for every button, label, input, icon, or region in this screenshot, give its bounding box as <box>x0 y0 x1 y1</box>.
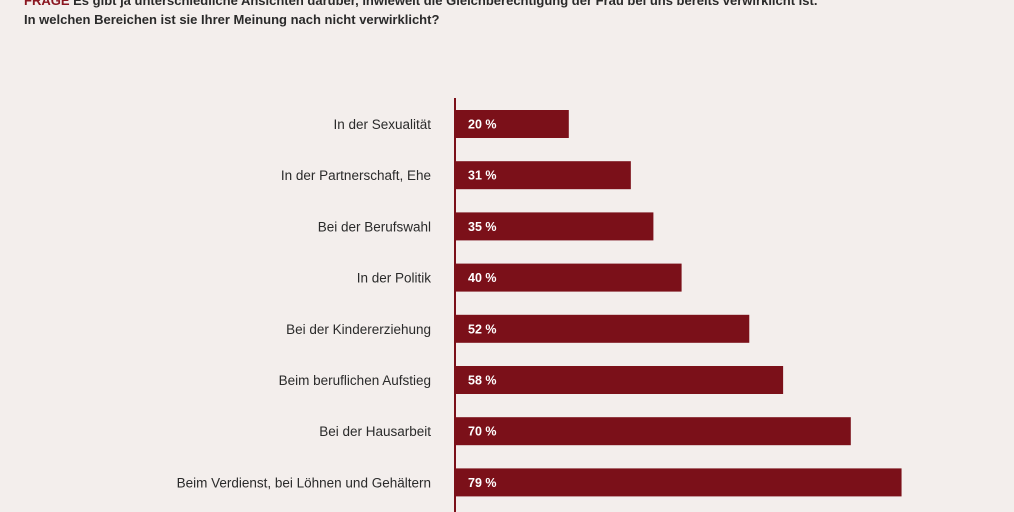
bar-value-label: 20 % <box>468 118 497 132</box>
category-label: In der Partnerschaft, Ehe <box>281 168 431 183</box>
question-line-1: FRAGE Es gibt ja unterschiedliche Ansich… <box>24 0 1004 10</box>
category-label: Beim beruflichen Aufstieg <box>279 373 431 388</box>
bar-value-label: 35 % <box>468 220 497 234</box>
category-label: Bei der Berufswahl <box>318 219 431 234</box>
bar-0 <box>456 110 569 138</box>
bar-5 <box>456 366 784 394</box>
bar-6 <box>456 417 851 446</box>
bar-value-label: 79 % <box>468 476 497 490</box>
bar-value-label: 52 % <box>468 322 497 336</box>
category-label: In der Sexualität <box>333 117 431 132</box>
category-label: Bei der Kindererziehung <box>286 322 431 337</box>
bar-2 <box>456 212 654 241</box>
bar-7 <box>456 468 902 497</box>
question-header: FRAGE Es gibt ja unterschiedliche Ansich… <box>24 0 1004 29</box>
bar-value-label: 58 % <box>468 374 497 388</box>
bar-value-label: 40 % <box>468 271 497 285</box>
category-label: In der Politik <box>357 271 432 286</box>
bars-group: 20 % In der Sexualität 31 % In der Partners… <box>177 110 902 497</box>
category-label: Beim Verdienst, bei Löhnen und Gehältern <box>177 475 431 490</box>
question-text-1: Es gibt ja unterschiedliche Ansichten da… <box>73 0 818 8</box>
bar-3 <box>456 263 682 292</box>
bar-4 <box>456 314 750 343</box>
question-line-2: In welchen Bereichen ist sie Ihrer Meinu… <box>24 12 440 27</box>
question-prefix: FRAGE <box>24 0 70 8</box>
category-label: Bei der Hausarbeit <box>319 424 431 439</box>
bar-1 <box>456 161 631 190</box>
bar-value-label: 31 % <box>468 169 497 183</box>
bar-value-label: 70 % <box>468 425 497 439</box>
